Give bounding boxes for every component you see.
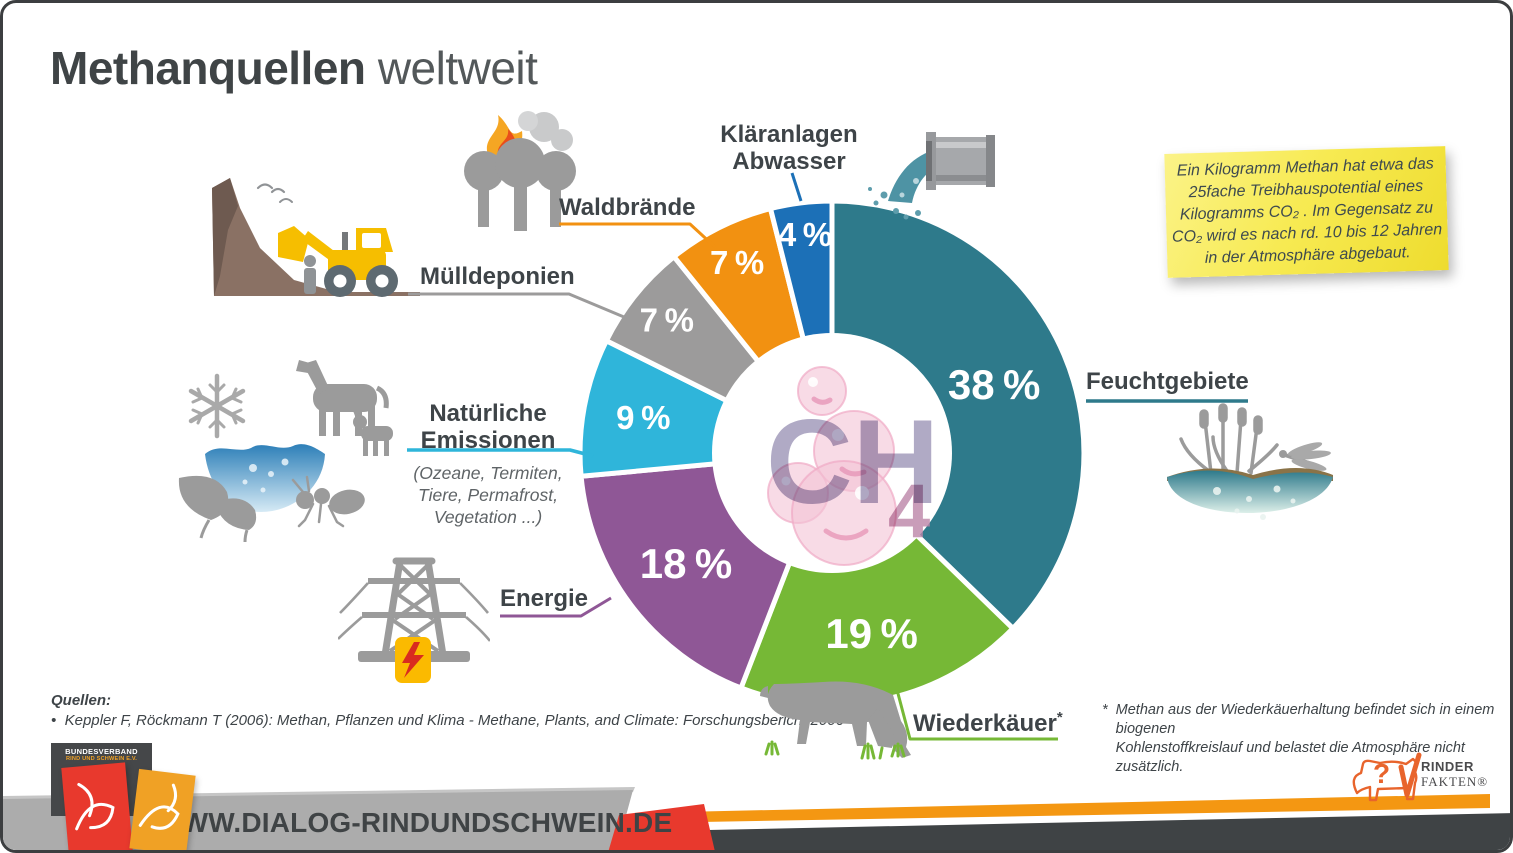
horse-icon	[296, 360, 389, 436]
ch4-molecule-icon: CH 4	[766, 366, 939, 566]
callout-muelldeponien: Mülldeponien	[420, 263, 575, 290]
callout-wiederkaeuer-text: Wiederkäuer	[913, 710, 1057, 737]
sources-heading: Quellen:	[51, 692, 112, 709]
callout-klaeranlagen-line1: Kläranlagen	[720, 121, 858, 148]
footer-dark-band	[708, 813, 1510, 850]
snowflake-icon	[188, 373, 246, 439]
title-light: weltweit	[377, 42, 538, 94]
callout-wiederkaeuer-asterisk: *	[1056, 709, 1063, 726]
brs-card-pig	[129, 768, 196, 850]
callout-energie: Energie	[500, 585, 589, 612]
footnote-line1: Methan aus der Wiederkäuerhaltung befind…	[1115, 702, 1495, 737]
methane-donut-chart: 38 % 19 % 18 % 9 % 7 % 7 % 4 %	[577, 198, 1087, 708]
sticky-note-text: Ein Kilogramm Methan hat etwa das 25fach…	[1170, 153, 1443, 271]
footnote-marker: *	[1102, 702, 1108, 718]
sources-item-text: Keppler F, Röckmann T (2006): Methan, Pf…	[64, 712, 844, 729]
footnote-block: * Methan aus der Wiederkäuerhaltung befi…	[1102, 701, 1510, 777]
rinderfakten-line1: RINDER	[1421, 759, 1474, 774]
rinderfakten-logo-text: RINDER FAKTEN®	[1421, 759, 1488, 789]
high-voltage-sign-icon	[395, 637, 431, 683]
wastewater-pipe-illustration	[868, 132, 995, 220]
title-bold: Methanquellen	[50, 42, 366, 94]
percent-label-feuchtgebiete: 38 %	[948, 361, 1040, 408]
sources-block: Quellen: • Keppler F, Röckmann T (2006):…	[51, 691, 844, 731]
landfill-illustration	[212, 178, 420, 297]
worker-icon	[304, 255, 316, 294]
callout-natuerliche-sub3: Vegetation ...)	[433, 507, 543, 527]
rinderfakten-line2: FAKTEN®	[1421, 774, 1489, 789]
callout-natuerliche-sub1: (Ozeane, Termiten,	[413, 463, 563, 483]
percent-label-energie: 18 %	[640, 540, 732, 587]
percent-label-waldbr-nde: 7 %	[710, 244, 764, 281]
dragonfly-icon	[1279, 442, 1331, 471]
callout-klaeranlagen: Kläranlagen Abwasser	[649, 121, 929, 175]
callout-natuerliche-line1: Natürliche	[429, 400, 547, 427]
chart-center-circle: CH 4	[714, 335, 950, 571]
pipe-icon	[926, 132, 995, 190]
donut-segment-feuchtgebiete	[829, 198, 1087, 631]
callout-klaeranlagen-line2: Abwasser	[732, 148, 846, 175]
footer-red-shape	[608, 804, 715, 850]
callout-feuchtgebiete: Feuchtgebiete	[1086, 368, 1249, 395]
wetlands-illustration	[1167, 403, 1333, 520]
callout-wiederkaeuer: Wiederkäuer*	[913, 704, 1063, 737]
natural-emissions-illustration	[178, 360, 393, 543]
percent-label-kl-ranlagen-abwasser: 4 %	[778, 216, 832, 253]
rinderfakten-cow-icon: ?	[1352, 752, 1422, 802]
brs-logo-line2: RIND UND SCHWEIN E.V.	[65, 756, 138, 762]
percent-label-wiederk-uer: 19 %	[825, 610, 917, 657]
footnote-line2: Kohlenstoffkreislauf und belastet die At…	[1115, 740, 1465, 775]
sticky-note: Ein Kilogramm Methan hat etwa das 25fach…	[1164, 146, 1449, 278]
leaf-icon	[178, 475, 257, 543]
ocean-icon	[205, 444, 325, 512]
page-title: Methanquellen weltweit	[50, 41, 538, 95]
ch4-formula-main: CH	[766, 395, 939, 529]
cow-outline-icon	[75, 782, 115, 831]
callout-natuerliche-line2: Emissionen	[420, 427, 556, 454]
brs-logo-line1: BUNDESVERBAND	[65, 747, 138, 756]
energy-pylon-illustration	[338, 557, 490, 683]
callout-natuerliche-emissionen: Natürliche Emissionen (Ozeane, Termiten,…	[388, 400, 588, 528]
callout-natuerliche-sub2: Tiere, Permafrost,	[418, 485, 558, 505]
percent-label-m-lldeponien: 7 %	[640, 302, 694, 339]
sources-bullet: •	[51, 712, 57, 729]
footnote-text: Methan aus der Wiederkäuerhaltung befind…	[1116, 701, 1510, 777]
callout-waldbraende: Waldbrände	[559, 194, 696, 221]
ant-icon	[291, 475, 365, 528]
dog-icon	[352, 408, 393, 456]
brs-card-cow	[61, 762, 133, 850]
sources-item: • Keppler F, Röckmann T (2006): Methan, …	[51, 711, 844, 731]
svg-text:?: ?	[1373, 758, 1390, 789]
wheel-loader-icon	[278, 226, 398, 297]
footer-url: WWW.DIALOG-RINDUNDSCHWEIN.DE	[155, 807, 673, 838]
cow-illustration	[760, 681, 911, 760]
ch4-formula-sub: 4	[888, 469, 930, 554]
pig-outline-icon	[138, 783, 180, 830]
footer-orange-stripe	[636, 794, 1490, 823]
percent-label-nat-rliche-emissionen: 9 %	[616, 399, 670, 436]
forest-fire-illustration	[464, 111, 576, 231]
